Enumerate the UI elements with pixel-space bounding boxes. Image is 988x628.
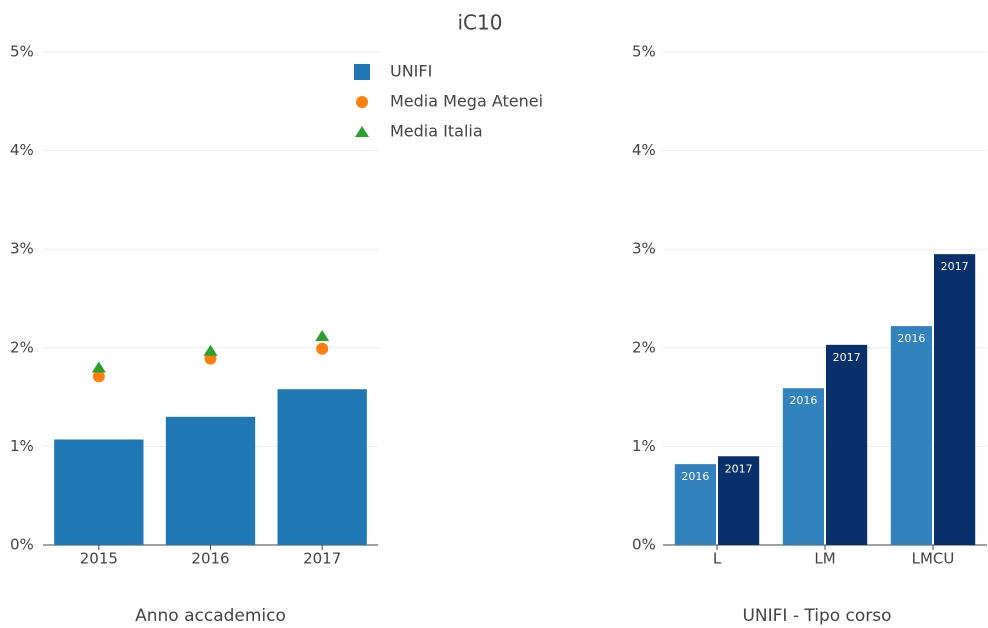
x-tick-label: LM [814, 550, 835, 568]
bar [934, 254, 976, 545]
bar [165, 416, 256, 545]
y-tick-label: 0% [632, 536, 656, 554]
y-tick-label: 2% [10, 338, 34, 356]
marker [316, 342, 329, 355]
bar [782, 388, 824, 545]
chart-title: iC10 [458, 11, 503, 35]
x-tick-label: 2016 [191, 550, 229, 568]
y-tick-label: 1% [632, 437, 656, 455]
bar-label: 2016 [789, 394, 817, 407]
bar-label: 2017 [941, 260, 969, 273]
bar [277, 389, 367, 545]
y-tick-label: 3% [10, 240, 34, 258]
bar [890, 326, 932, 545]
x-tick-label: 2015 [80, 550, 118, 568]
x-axis-label: UNIFI - Tipo corso [742, 606, 891, 626]
y-tick-label: 3% [632, 240, 656, 258]
legend-label: UNIFI [390, 62, 432, 81]
bar-label: 2016 [681, 470, 709, 483]
bar [54, 439, 144, 545]
x-axis-label: Anno accademico [135, 606, 286, 626]
bar-label: 2017 [725, 462, 753, 475]
bar [826, 344, 868, 545]
legend-swatch [356, 96, 368, 108]
x-tick-label: LMCU [912, 550, 955, 568]
marker [91, 361, 106, 373]
x-tick-label: L [713, 550, 722, 568]
y-tick-label: 5% [632, 43, 656, 61]
y-tick-label: 0% [10, 536, 34, 554]
marker [203, 344, 218, 356]
marker [315, 329, 330, 341]
legend-swatch [355, 126, 369, 137]
legend-swatch [354, 64, 370, 80]
y-tick-label: 5% [10, 43, 34, 61]
bar-label: 2017 [833, 351, 861, 364]
legend-label: Media Mega Atenei [390, 92, 543, 111]
bar [718, 456, 760, 545]
bar [674, 464, 716, 545]
bar-label: 2016 [897, 332, 925, 345]
y-tick-label: 4% [10, 141, 34, 159]
y-tick-label: 4% [632, 141, 656, 159]
legend-label: Media Italia [390, 122, 483, 141]
marker [92, 370, 105, 383]
x-tick-label: 2017 [303, 550, 341, 568]
y-tick-label: 2% [632, 338, 656, 356]
y-tick-label: 1% [10, 437, 34, 455]
